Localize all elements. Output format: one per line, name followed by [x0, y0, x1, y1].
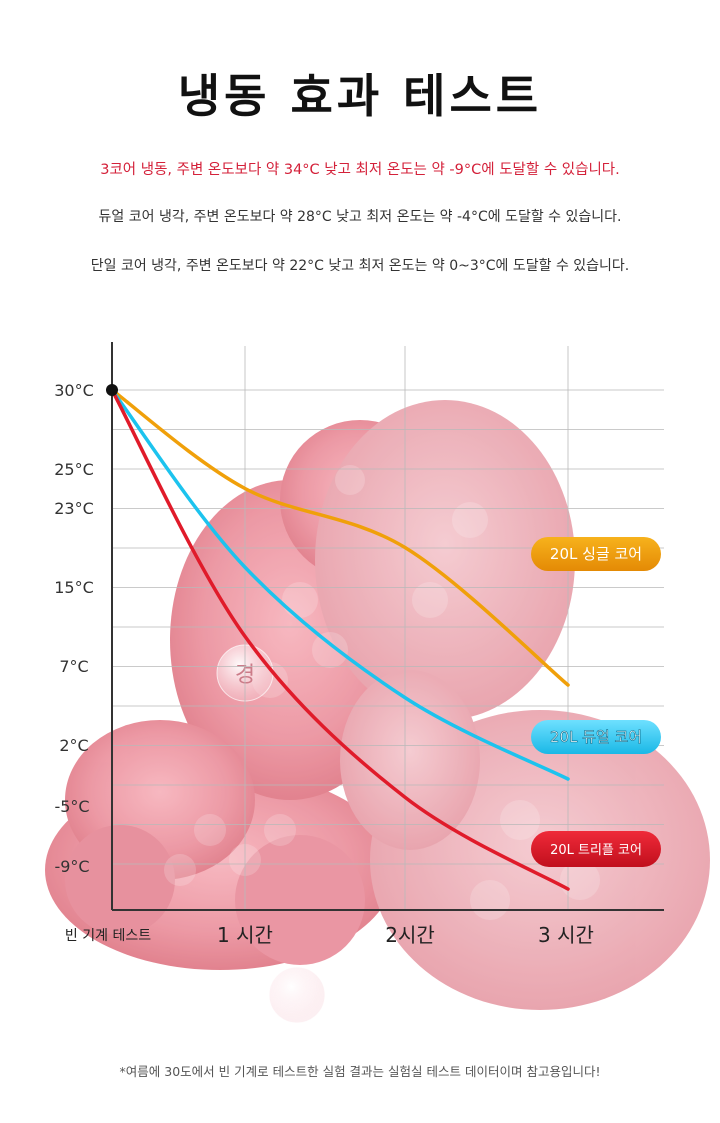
y-tick-label: -5°C — [54, 797, 89, 816]
footnote: *여름에 30도에서 빈 기계로 테스트한 실험 결과는 실험실 테스트 데이터… — [119, 1064, 601, 1079]
dual-core-description: 듀얼 코어 냉각, 주변 온도보다 약 28°C 낮고 최저 온도는 약 -4°… — [98, 209, 622, 225]
y-tick-label: 7°C — [59, 657, 88, 676]
x-tick-label: 3 시간 — [538, 923, 594, 947]
chart-grid — [112, 346, 664, 910]
dual-core-label-pill — [531, 720, 661, 754]
single-core-label-pill — [531, 537, 661, 571]
right-raspberry-image — [315, 400, 710, 1010]
cooling-chart-svg: 경 30°C25°C23°C15°C7°C2°C-5°C-9°C빈 기계 테스트… — [45, 342, 710, 1024]
cooling-chart: 경 30°C 25°C 23°C 15°C 7°C 2°C -5°C -9°C 빈 기계 테스트… — [0, 330, 720, 1090]
start-point — [106, 384, 118, 396]
page-title: 냉동 효과 테스트 — [177, 69, 543, 123]
triple-core-line — [110, 388, 570, 891]
x-tick-label: 빈 기계 테스트 — [65, 928, 151, 944]
single-core-label: 20L 싱글 코어 — [550, 545, 642, 563]
x-tick-label: 1 시간 — [217, 923, 273, 947]
triple-core-label: 20L 트리플 코어 — [550, 843, 642, 858]
y-tick-label: 15°C — [54, 578, 94, 597]
y-tick-label: 2°C — [59, 736, 88, 755]
single-core-line — [110, 388, 570, 687]
triple-core-description: 3코어 냉동, 주변 온도보다 약 34°C 낮고 최저 온도는 약 -9°C에… — [100, 162, 620, 178]
bubble-decoration — [268, 966, 326, 1024]
dual-core-label: 20L 듀얼 코어 — [550, 728, 642, 746]
x-tick-label: 2시간 — [385, 923, 435, 947]
triple-core-label-pill — [531, 831, 661, 867]
chart-labels: 30°C 25°C 23°C 15°C 7°C 2°C -5°C -9°C 빈 기계 테스트 1 … — [54, 381, 661, 947]
chart-series — [106, 384, 570, 891]
y-tick-label: 23°C — [54, 499, 94, 518]
dual-core-line — [110, 388, 570, 781]
single-core-description: 단일 코어 냉각, 주변 온도보다 약 22°C 낮고 최저 온도는 약 0~3… — [90, 258, 630, 274]
bottom-fade — [0, 1020, 720, 1123]
y-tick-label: -9°C — [54, 857, 89, 876]
y-tick-label: 30°C — [54, 381, 94, 400]
y-tick-label: 25°C — [54, 460, 94, 479]
chart-axes — [111, 342, 664, 911]
